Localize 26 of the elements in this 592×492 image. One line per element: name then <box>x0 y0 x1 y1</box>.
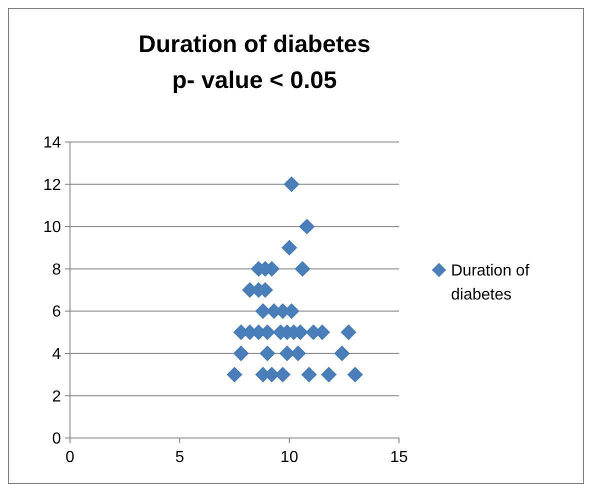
point <box>299 218 315 234</box>
point <box>347 366 363 382</box>
point <box>233 346 249 362</box>
y-tick-label: 6 <box>52 304 62 321</box>
x-tick-label: 15 <box>390 449 408 466</box>
point <box>294 260 310 277</box>
y-tick-label: 14 <box>43 134 62 152</box>
x-tick-label: 0 <box>66 449 75 466</box>
point <box>281 240 298 256</box>
chart-title: Duration of diabetes p- value < 0.05 <box>138 31 371 94</box>
legend-label: Duration of diabetes <box>451 262 530 304</box>
y-tick-label: 10 <box>43 219 62 236</box>
point <box>334 346 350 362</box>
y-tick-label: 12 <box>43 176 62 194</box>
y-tick-label: 8 <box>52 261 62 278</box>
point <box>226 366 242 382</box>
y-tick-label: 4 <box>52 346 62 364</box>
x-tick-label: 5 <box>175 449 184 466</box>
point <box>340 324 356 340</box>
point <box>260 346 276 362</box>
point <box>301 366 317 382</box>
y-tick-label: 2 <box>52 388 62 406</box>
point <box>284 176 300 192</box>
point <box>320 366 337 382</box>
y-tick-label: 0 <box>52 430 62 448</box>
x-tick-label: 10 <box>280 449 298 466</box>
